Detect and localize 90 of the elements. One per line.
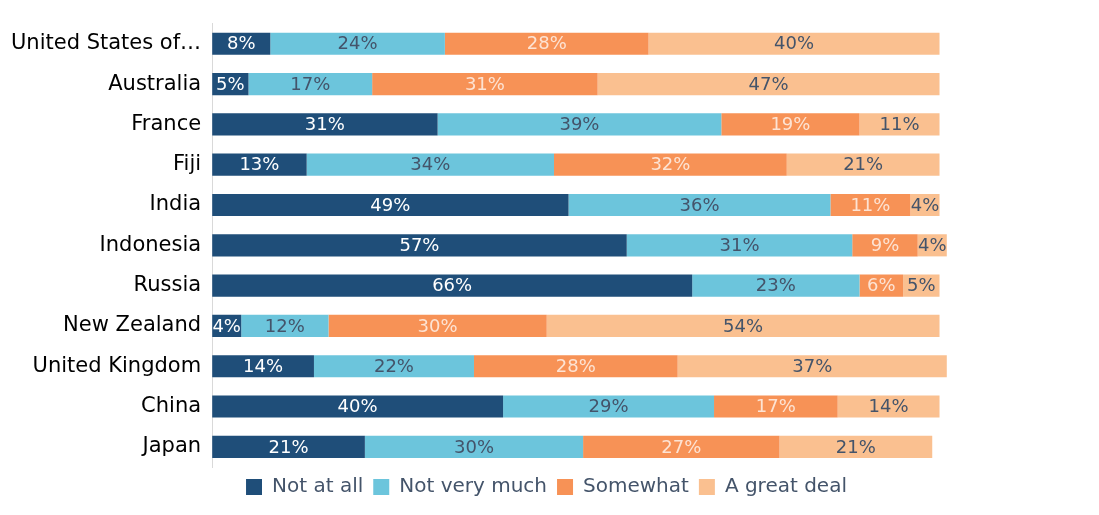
- bar: [546, 314, 940, 337]
- y-tick-label: United States of…: [10, 30, 202, 55]
- data-label: 28%: [555, 354, 596, 376]
- data-label: 4%: [212, 314, 241, 336]
- bar: [568, 193, 831, 217]
- data-label: 34%: [410, 153, 451, 175]
- y-tick-label: United Kingdom: [32, 352, 202, 377]
- data-label: 31%: [464, 72, 505, 94]
- bar: [212, 435, 365, 458]
- data-label: 28%: [526, 32, 567, 54]
- y-tick-label: Indonesia: [99, 231, 202, 256]
- bar: [554, 153, 787, 176]
- bar: [779, 435, 933, 458]
- legend-label: A great deal: [724, 473, 847, 498]
- data-label: 40%: [774, 32, 815, 54]
- y-tick-label: Australia: [108, 70, 202, 95]
- data-label: 30%: [417, 314, 458, 336]
- bar: [437, 113, 722, 136]
- data-label: 14%: [868, 395, 909, 417]
- bar: [583, 435, 780, 458]
- bar: [503, 395, 715, 418]
- bar: [212, 395, 504, 418]
- bar: [212, 234, 627, 257]
- data-label: 11%: [879, 113, 920, 135]
- data-label: 66%: [432, 274, 473, 296]
- data-label: 19%: [770, 113, 811, 135]
- data-label: 4%: [910, 193, 940, 215]
- data-label: 57%: [399, 233, 440, 255]
- bar: [837, 395, 940, 418]
- bar: [306, 153, 554, 176]
- bar: [444, 32, 649, 55]
- y-tick-label: Russia: [133, 272, 202, 297]
- data-label: 17%: [290, 72, 331, 94]
- data-label: 23%: [755, 274, 796, 296]
- data-label: 14%: [243, 354, 284, 376]
- data-label: 30%: [453, 435, 494, 457]
- bar: [692, 274, 860, 297]
- bar: [786, 153, 940, 176]
- bar: [313, 355, 474, 378]
- bar: [372, 72, 598, 96]
- data-label: 47%: [748, 72, 789, 94]
- data-label: 37%: [792, 354, 833, 376]
- bar: [473, 355, 678, 378]
- bar: [648, 32, 940, 55]
- data-label: 5%: [907, 274, 936, 296]
- y-tick-label: Fiji: [173, 151, 202, 176]
- data-label: 36%: [679, 193, 720, 215]
- bar: [328, 314, 547, 337]
- data-label: 39%: [559, 113, 600, 135]
- data-label: 11%: [850, 193, 891, 215]
- bar: [212, 193, 569, 217]
- bar: [270, 32, 445, 55]
- data-label: 21%: [268, 435, 309, 457]
- legend-label: Not at all: [272, 473, 364, 498]
- data-label: 13%: [239, 153, 280, 175]
- bar: [677, 355, 947, 378]
- bar: [714, 395, 838, 418]
- data-label: 32%: [650, 153, 691, 175]
- bar: [248, 72, 373, 96]
- data-label: 6%: [867, 274, 896, 296]
- data-label: 29%: [588, 395, 629, 417]
- data-label: 5%: [216, 72, 245, 94]
- bar: [212, 274, 693, 297]
- data-label: 24%: [337, 32, 378, 54]
- bar: [364, 435, 584, 458]
- y-tick-label: France: [131, 110, 202, 135]
- data-label: 49%: [370, 193, 411, 215]
- data-label: 21%: [835, 435, 876, 457]
- data-label: 21%: [843, 153, 884, 175]
- data-label: 9%: [870, 233, 900, 255]
- data-label: 12%: [264, 314, 305, 336]
- y-tick-label: India: [149, 191, 202, 216]
- data-label: 31%: [304, 113, 345, 135]
- y-tick-label: New Zealand: [63, 312, 202, 337]
- data-label: 4%: [917, 233, 947, 255]
- y-tick-label: Japan: [140, 433, 202, 458]
- bar: [721, 113, 860, 136]
- data-label: 22%: [373, 354, 414, 376]
- bar: [597, 72, 940, 96]
- data-label: 54%: [723, 314, 764, 336]
- y-tick-label: China: [141, 392, 202, 417]
- data-label: 8%: [226, 32, 256, 54]
- data-label: 40%: [337, 395, 378, 417]
- data-label: 17%: [755, 395, 796, 417]
- legend-label: Not very much: [399, 473, 548, 498]
- data-label: 31%: [719, 233, 760, 255]
- data-label: 27%: [661, 435, 702, 457]
- bar: [212, 113, 438, 136]
- bar: [626, 234, 853, 257]
- legend-label: Somewhat: [583, 473, 690, 498]
